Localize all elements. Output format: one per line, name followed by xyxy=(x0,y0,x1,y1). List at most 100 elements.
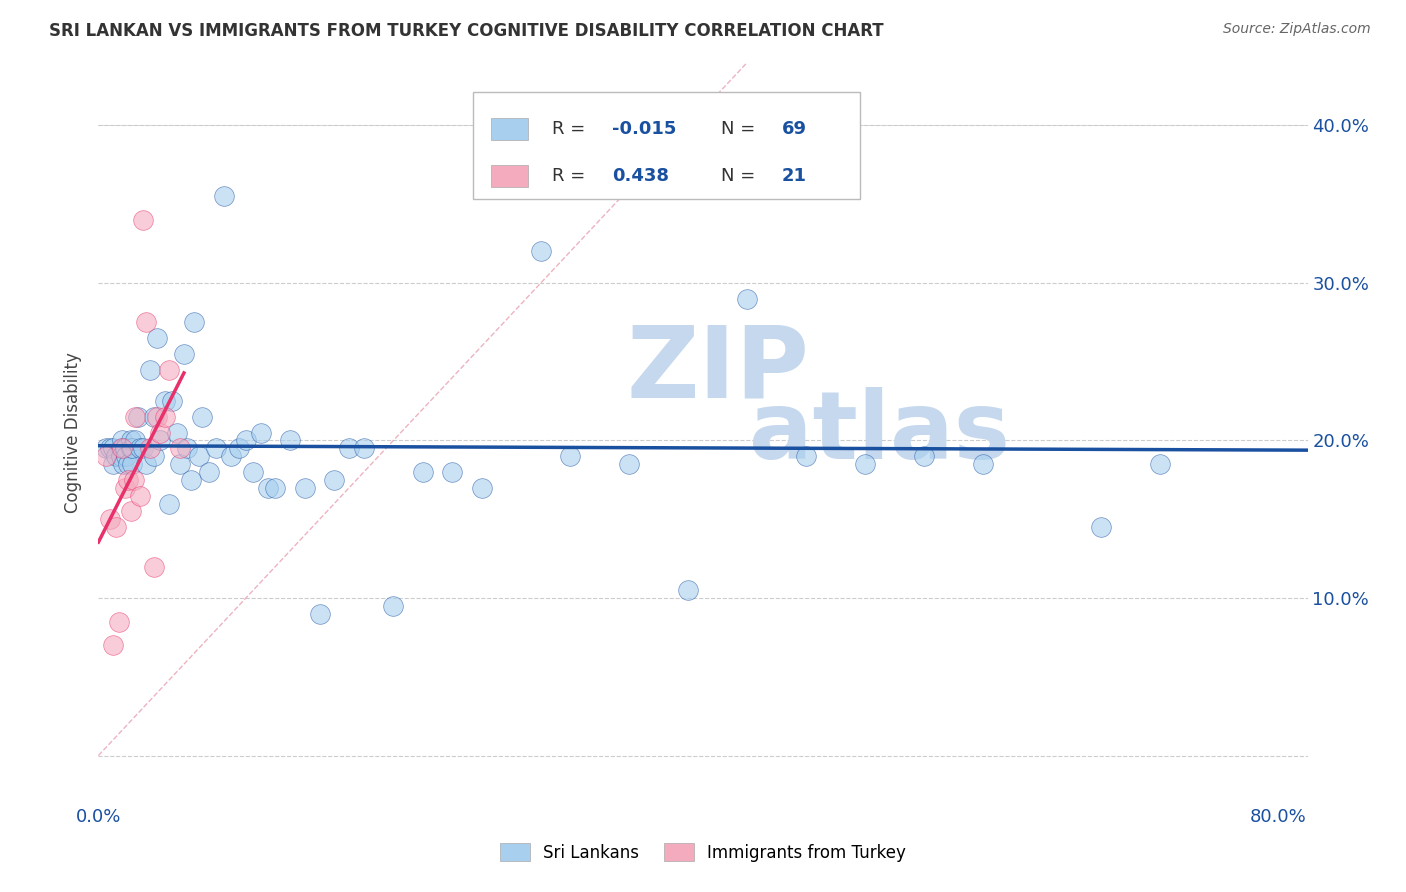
Point xyxy=(853,457,876,471)
Legend: Sri Lankans, Immigrants from Turkey: Sri Lankans, Immigrants from Turkey xyxy=(494,837,912,869)
Point xyxy=(242,465,264,479)
Point xyxy=(114,442,136,456)
Point xyxy=(112,457,135,471)
Point xyxy=(153,394,176,409)
Point xyxy=(143,409,166,424)
Point xyxy=(169,457,191,471)
FancyBboxPatch shape xyxy=(474,92,860,200)
Point xyxy=(249,425,271,440)
Text: -0.015: -0.015 xyxy=(613,120,676,138)
Point xyxy=(794,449,817,463)
Point xyxy=(1090,520,1112,534)
Point xyxy=(98,512,121,526)
Point xyxy=(735,292,758,306)
Point xyxy=(127,409,149,424)
Y-axis label: Cognitive Disability: Cognitive Disability xyxy=(65,352,83,513)
Text: N =: N = xyxy=(721,167,761,185)
Point xyxy=(530,244,553,259)
Point xyxy=(323,473,346,487)
Point xyxy=(190,409,212,424)
Point xyxy=(160,394,183,409)
Point xyxy=(912,449,935,463)
Point xyxy=(412,465,434,479)
Point xyxy=(353,442,375,456)
Point xyxy=(124,434,146,448)
Text: ZIP: ZIP xyxy=(626,321,810,418)
Point xyxy=(143,449,166,463)
Point xyxy=(139,362,162,376)
Text: 21: 21 xyxy=(782,167,807,185)
Point xyxy=(105,520,128,534)
Point xyxy=(101,457,124,471)
Point xyxy=(94,449,117,463)
Point xyxy=(149,425,172,440)
Point xyxy=(219,449,242,463)
Point xyxy=(94,442,117,456)
Point xyxy=(560,449,582,463)
FancyBboxPatch shape xyxy=(492,165,527,186)
Point xyxy=(120,442,142,456)
Point xyxy=(198,465,221,479)
Point xyxy=(135,457,157,471)
Point xyxy=(128,442,150,456)
Point xyxy=(257,481,280,495)
Point xyxy=(235,434,257,448)
Point xyxy=(115,449,138,463)
Point xyxy=(121,457,143,471)
FancyBboxPatch shape xyxy=(492,118,527,140)
Point xyxy=(131,442,153,456)
Point xyxy=(121,442,143,456)
Point xyxy=(173,347,195,361)
Point xyxy=(111,434,134,448)
Text: 0.438: 0.438 xyxy=(613,167,669,185)
Point xyxy=(169,442,191,456)
Point xyxy=(294,481,316,495)
Point xyxy=(187,449,209,463)
Point xyxy=(117,473,139,487)
Point xyxy=(124,409,146,424)
Point xyxy=(619,457,641,471)
Point xyxy=(176,442,198,456)
Point xyxy=(139,442,162,456)
Text: SRI LANKAN VS IMMIGRANTS FROM TURKEY COGNITIVE DISABILITY CORRELATION CHART: SRI LANKAN VS IMMIGRANTS FROM TURKEY COG… xyxy=(49,22,884,40)
Point xyxy=(228,442,250,456)
Point xyxy=(212,189,235,203)
Point xyxy=(264,481,287,495)
Point xyxy=(166,425,188,440)
Point xyxy=(111,442,134,456)
Point xyxy=(205,442,228,456)
Text: 69: 69 xyxy=(782,120,807,138)
Point xyxy=(110,449,132,463)
Point xyxy=(128,489,150,503)
Text: Source: ZipAtlas.com: Source: ZipAtlas.com xyxy=(1223,22,1371,37)
Point xyxy=(101,442,124,456)
Point xyxy=(278,434,301,448)
Point xyxy=(972,457,994,471)
Point xyxy=(135,315,157,329)
Point xyxy=(678,583,700,598)
Point xyxy=(149,434,172,448)
Point xyxy=(146,409,169,424)
Point xyxy=(441,465,464,479)
Point xyxy=(143,559,166,574)
Point xyxy=(117,457,139,471)
Point xyxy=(114,442,136,456)
Point xyxy=(120,434,142,448)
Point xyxy=(471,481,494,495)
Point xyxy=(153,409,176,424)
Text: atlas: atlas xyxy=(749,386,1011,479)
Point xyxy=(157,496,180,510)
Point xyxy=(183,315,205,329)
Text: N =: N = xyxy=(721,120,761,138)
Point xyxy=(98,442,121,456)
Text: R =: R = xyxy=(551,120,591,138)
Point xyxy=(131,213,153,227)
Point xyxy=(122,473,145,487)
Point xyxy=(101,638,124,652)
Point xyxy=(1149,457,1171,471)
Point xyxy=(337,442,360,456)
Text: R =: R = xyxy=(551,167,591,185)
Point xyxy=(108,615,131,629)
Point xyxy=(157,362,180,376)
Point xyxy=(120,504,142,518)
